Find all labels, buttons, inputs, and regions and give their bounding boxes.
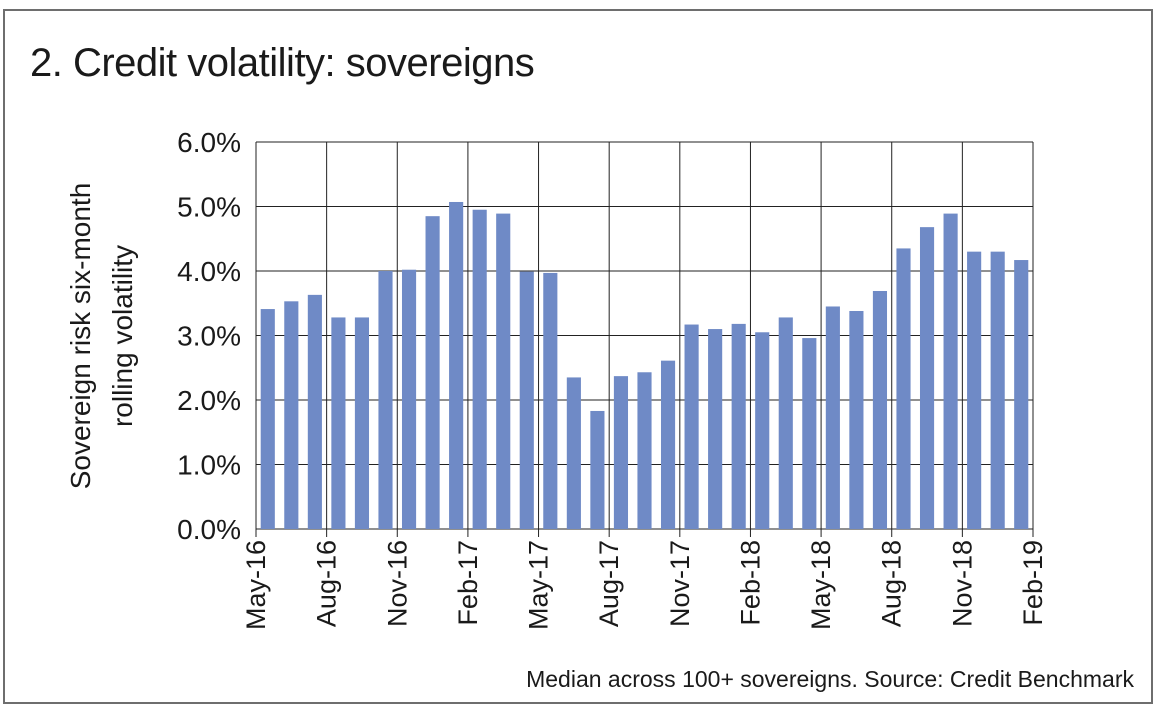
bar xyxy=(896,248,911,530)
x-tick-label: Nov-17 xyxy=(665,540,695,627)
bar xyxy=(613,376,629,529)
bar xyxy=(849,310,864,529)
bar xyxy=(519,271,534,529)
bar xyxy=(378,271,393,529)
bar xyxy=(260,309,275,529)
bar xyxy=(590,410,605,529)
bar xyxy=(825,306,840,529)
bar xyxy=(708,329,723,529)
x-tick-label: Feb-17 xyxy=(453,540,483,626)
bar xyxy=(919,227,935,529)
y-tick-label: 5.0% xyxy=(177,192,241,223)
y-axis-label: Sovereign risk six-month rolling volatil… xyxy=(65,183,138,490)
bar xyxy=(731,323,746,529)
bar xyxy=(637,372,652,529)
bar xyxy=(307,294,322,529)
x-tick-label: Nov-18 xyxy=(947,540,977,627)
x-tick-label: May-16 xyxy=(241,540,271,630)
bar xyxy=(472,209,487,529)
y-tick-label: 1.0% xyxy=(177,450,241,481)
bar xyxy=(684,324,699,529)
bar xyxy=(872,290,888,529)
bar xyxy=(425,216,440,530)
bar xyxy=(660,360,676,529)
bar xyxy=(449,201,464,530)
x-tick-label: Feb-19 xyxy=(1018,540,1048,626)
bars xyxy=(260,201,1029,530)
x-tick-label: Aug-16 xyxy=(312,540,342,627)
y-axis-label-line-2: rolling volatility xyxy=(107,245,138,427)
bar xyxy=(778,317,793,529)
bar xyxy=(331,317,346,529)
bar xyxy=(990,251,1005,529)
y-tick-label: 0.0% xyxy=(177,514,241,545)
bar xyxy=(354,317,370,529)
bar xyxy=(543,272,558,529)
bar xyxy=(943,213,958,529)
y-tick-label: 4.0% xyxy=(177,256,241,287)
x-tick-label: May-18 xyxy=(806,540,836,630)
bar xyxy=(755,332,770,529)
y-tick-label: 3.0% xyxy=(177,321,241,352)
x-tick-label: Aug-18 xyxy=(877,540,907,627)
bar xyxy=(496,213,511,529)
bar xyxy=(401,269,417,529)
bar xyxy=(1014,260,1029,529)
bar xyxy=(284,301,299,529)
y-axis-ticks: 0.0% 1.0% 2.0% 3.0% 4.0% 5.0% 6.0% xyxy=(177,127,241,545)
x-tick-label: Feb-18 xyxy=(735,540,765,626)
x-tick-label: Nov-16 xyxy=(382,540,412,627)
bar xyxy=(802,338,817,529)
y-tick-label: 2.0% xyxy=(177,385,241,416)
y-tick-label: 6.0% xyxy=(177,127,241,158)
chart-frame xyxy=(3,9,1153,704)
bar xyxy=(566,377,581,529)
y-axis-label-line-1: Sovereign risk six-month xyxy=(65,183,96,490)
source-footnote: Median across 100+ sovereigns. Source: C… xyxy=(526,666,1134,692)
x-tick-label: Aug-17 xyxy=(594,540,624,627)
chart-title: 2. Credit volatility: sovereigns xyxy=(30,41,535,85)
x-tick-label: May-17 xyxy=(524,540,554,630)
bar xyxy=(967,251,982,529)
x-axis-ticks: May-16 Aug-16 Nov-16 Feb-17 May-17 Aug-17 Nov-… xyxy=(241,540,1048,630)
